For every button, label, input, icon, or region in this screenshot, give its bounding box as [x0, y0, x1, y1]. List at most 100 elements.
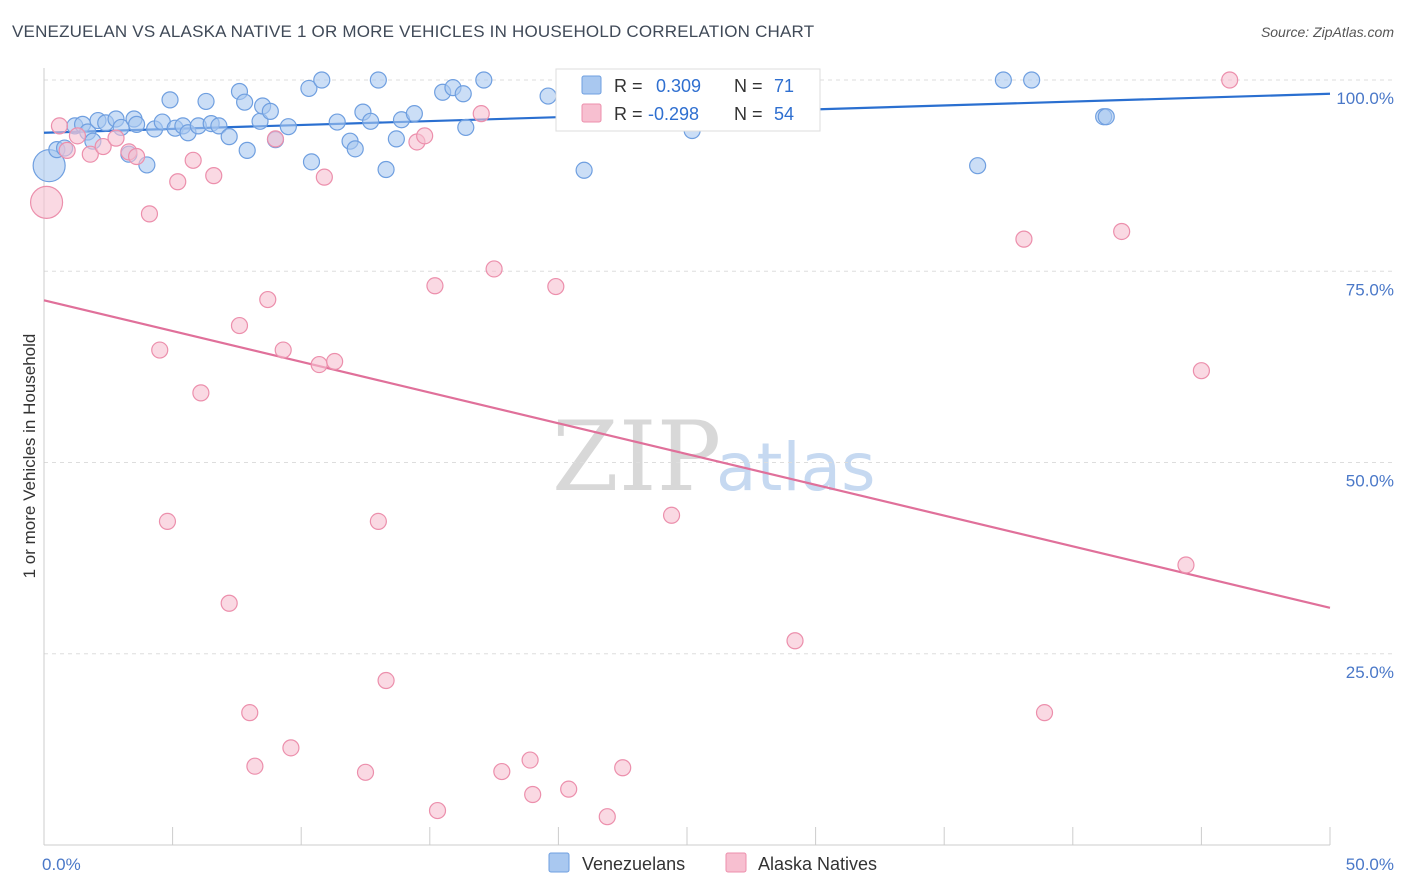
alaska-natives-point — [140, 205, 159, 223]
venezuelans-point — [362, 112, 380, 130]
legend-r-venezuelans: 0.309 — [656, 76, 701, 96]
alaska-natives-point — [521, 751, 539, 769]
venezuelans-point — [387, 130, 405, 148]
alaska-natives-point — [81, 145, 99, 163]
bottom-legend-venezuelans: Venezuelans — [582, 854, 685, 874]
venezuelans-point — [261, 102, 279, 120]
chart-title: VENEZUELAN VS ALASKA NATIVE 1 OR MORE VE… — [12, 22, 815, 41]
venezuelans-point — [302, 153, 321, 171]
alaska-natives-point — [151, 341, 169, 359]
bottom-legend-swatch-alaska-natives — [725, 852, 747, 873]
x-tick-label: 0.0% — [42, 855, 81, 874]
trend-lines — [43, 92, 1331, 609]
alaska-natives-point — [356, 763, 375, 781]
alaska-natives-point — [1177, 556, 1195, 574]
x-tick-label: 50.0% — [1346, 855, 1394, 874]
venezuelans-point — [457, 118, 475, 137]
legend-r-label: R = — [614, 76, 643, 96]
bottom-legend-swatch-venezuelans — [548, 852, 570, 873]
alaska-natives-point — [493, 762, 511, 781]
venezuelans-point — [475, 71, 493, 89]
alaska-natives-point — [266, 130, 285, 148]
alaska-natives-trend-line — [43, 299, 1331, 609]
alaska-natives-point — [662, 506, 681, 524]
alaska-natives-point — [369, 512, 387, 531]
alaska-natives-point — [315, 168, 333, 186]
legend-n-label: N = — [734, 76, 763, 96]
y-tick-label: 50.0% — [1346, 472, 1394, 491]
alaska-natives-point — [547, 277, 565, 296]
venezuelans-point — [377, 160, 395, 179]
alaska-natives-point — [1192, 362, 1211, 380]
alaska-natives-point — [58, 141, 76, 159]
venezuelans-point — [454, 85, 472, 103]
alaska-natives-point — [158, 512, 177, 531]
venezuelans-point — [575, 161, 593, 179]
alaska-natives-point — [50, 117, 69, 135]
alaska-natives-point — [614, 759, 632, 777]
alaska-natives-point — [127, 147, 146, 166]
venezuelans-point — [994, 71, 1012, 89]
bottom-legend-alaska-natives: Alaska Natives — [758, 854, 877, 874]
y-tick-label: 75.0% — [1346, 280, 1394, 299]
alaska-natives-point — [598, 808, 616, 826]
alaska-natives-point — [169, 173, 187, 191]
legend-swatch-venezuelans — [581, 75, 602, 95]
data-points — [29, 71, 1239, 826]
alaska-natives-point — [416, 127, 434, 145]
alaska-natives-point — [94, 137, 112, 156]
alaska-natives-point — [241, 704, 259, 722]
alaska-natives-point — [426, 277, 444, 295]
legend-n-alaska-natives: 54 — [774, 104, 794, 124]
venezuelans-point — [969, 157, 987, 175]
venezuelans-point — [1023, 71, 1041, 89]
series-legend: Venezuelans Alaska Natives — [548, 852, 877, 874]
alaska-natives-point — [1015, 230, 1033, 248]
alaska-natives-point — [274, 341, 292, 359]
alaska-natives-point — [472, 105, 490, 123]
venezuelans-point — [210, 117, 228, 135]
venezuelans-point — [328, 113, 346, 131]
alaska-natives-point — [1221, 71, 1239, 89]
venezuelans-point — [127, 115, 146, 133]
venezuelans-point — [369, 71, 387, 89]
alaska-natives-point — [1035, 704, 1054, 722]
alaska-natives-point — [192, 384, 210, 402]
legend-r-alaska-natives: -0.298 — [648, 104, 699, 124]
venezuelans-point — [313, 71, 331, 89]
alaska-natives-point — [107, 129, 125, 147]
venezuelans-point — [539, 87, 557, 105]
alaska-natives-point — [259, 290, 277, 309]
alaska-natives-point — [282, 739, 300, 757]
alaska-natives-point — [184, 151, 202, 169]
venezuelans-point — [279, 118, 297, 136]
alaska-natives-point — [428, 801, 447, 820]
alaska-natives-point — [326, 352, 344, 371]
alaska-natives-point — [485, 260, 503, 278]
venezuelans-point — [161, 91, 179, 109]
alaska-natives-point — [310, 355, 328, 374]
tick-labels: 25.0% 50.0% 75.0% 100.0% 0.0% 50.0% — [42, 89, 1394, 874]
venezuelans-point — [236, 93, 254, 111]
alaska-natives-point — [246, 757, 264, 775]
legend-swatch-alaska-natives — [581, 103, 602, 123]
alaska-natives-point — [68, 127, 87, 145]
venezuelans-point — [1097, 108, 1115, 126]
alaska-natives-point — [524, 785, 542, 804]
alaska-natives-point — [377, 671, 395, 690]
venezuelans-point — [346, 140, 364, 158]
alaska-natives-point — [220, 594, 238, 612]
venezuelans-point — [197, 92, 215, 111]
watermark-zip: ZIP — [552, 401, 721, 513]
legend-r-label: R = — [614, 104, 643, 124]
alaska-natives-point — [205, 167, 223, 185]
legend-n-venezuelans: 71 — [774, 76, 794, 96]
alaska-natives-point — [230, 316, 249, 335]
alaska-natives-point — [786, 632, 804, 650]
legend-n-label: N = — [734, 104, 763, 124]
y-tick-label: 25.0% — [1346, 663, 1394, 682]
venezuelans-point — [405, 105, 423, 123]
source-label: Source: ZipAtlas.com — [1260, 24, 1394, 40]
venezuelans-point — [220, 128, 238, 146]
